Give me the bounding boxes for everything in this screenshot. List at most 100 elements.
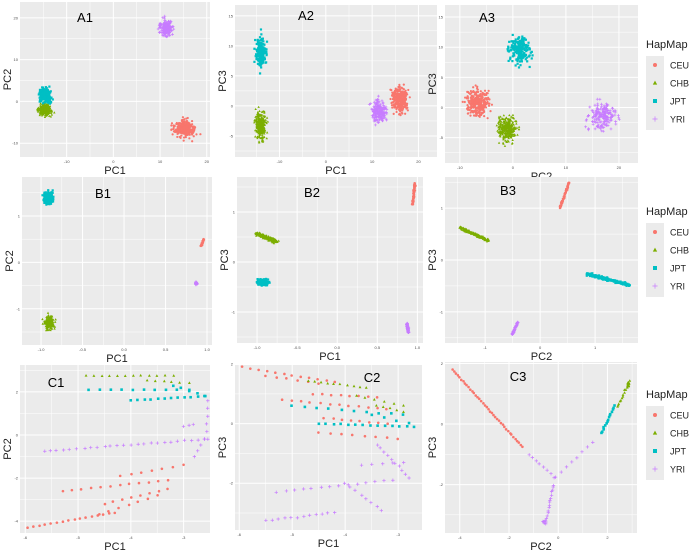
point-jpt [38, 100, 41, 103]
point-yri [586, 128, 590, 132]
point-jpt [259, 281, 262, 284]
point-ceu [563, 194, 566, 197]
y-tick-label: 0 [16, 99, 19, 104]
point-jpt [507, 59, 510, 63]
point-ceu [488, 102, 491, 105]
point-chb [259, 235, 263, 238]
point-chb [50, 327, 54, 330]
point-jpt [263, 281, 266, 285]
point-jpt [515, 51, 518, 55]
point-jpt [517, 43, 520, 46]
point-ceu [474, 91, 477, 94]
point-yri [181, 424, 186, 429]
point-ceu [402, 92, 405, 95]
point-chb [263, 128, 266, 131]
point-jpt [48, 196, 51, 199]
point-ceu [396, 98, 399, 101]
point-jpt [620, 282, 623, 285]
point-jpt [260, 51, 263, 54]
point-jpt [45, 199, 48, 202]
point-chb [36, 107, 39, 110]
point-jpt [590, 272, 593, 275]
point-jpt [255, 42, 258, 46]
series-yri [510, 320, 520, 337]
point-chb [504, 125, 507, 128]
point-chb [50, 321, 54, 324]
point-jpt [39, 95, 42, 98]
point-chb [512, 123, 515, 126]
point-jpt [257, 63, 261, 66]
point-ceu [70, 488, 74, 492]
point-chb [263, 110, 266, 113]
point-chb [265, 236, 268, 240]
series-chb [41, 311, 57, 332]
point-ceu [390, 104, 394, 107]
point-yri [514, 323, 518, 327]
point-ceu [480, 112, 483, 115]
point-jpt [258, 39, 261, 42]
point-chb [44, 328, 48, 332]
point-jpt [588, 274, 592, 277]
point-yri [602, 120, 606, 124]
point-yri [407, 330, 411, 334]
point-ceu [486, 100, 489, 104]
point-chb [54, 318, 57, 321]
point-yri [373, 123, 377, 127]
point-ceu [467, 91, 470, 94]
point-ceu [182, 126, 185, 129]
point-jpt [517, 37, 520, 40]
point-yri [136, 442, 140, 446]
point-yri [596, 104, 600, 108]
point-ceu [470, 94, 473, 97]
point-jpt [46, 192, 50, 196]
point-yri [591, 116, 594, 120]
point-yri [202, 437, 207, 441]
point-ceu [482, 105, 485, 108]
point-jpt [156, 397, 160, 401]
point-chb [258, 109, 261, 113]
point-yri [588, 105, 592, 109]
x-tick-label: -10 [277, 159, 284, 164]
point-yri [604, 116, 607, 120]
point-yri [189, 438, 194, 443]
point-jpt [256, 55, 260, 58]
point-yri [598, 115, 602, 119]
point-jpt [509, 56, 512, 59]
point-ceu [475, 98, 478, 102]
point-jpt [46, 91, 50, 94]
x-tick-label: -3 [182, 535, 186, 540]
point-jpt [43, 92, 46, 96]
point-jpt [255, 50, 259, 53]
point-ceu [189, 130, 192, 133]
point-chb [153, 379, 157, 383]
point-yri [377, 121, 381, 125]
point-ceu [562, 197, 565, 200]
point-ceu [200, 244, 203, 247]
point-jpt [523, 48, 526, 52]
point-jpt [516, 59, 519, 63]
y-tick-label: 10 [229, 43, 234, 48]
point-yri [166, 26, 170, 30]
point-chb [275, 240, 279, 243]
point-jpt [512, 52, 515, 55]
point-ceu [32, 525, 35, 528]
point-chb [163, 373, 167, 377]
point-jpt [45, 88, 49, 91]
point-chb [263, 111, 266, 114]
point-jpt [259, 53, 263, 56]
point-ceu [463, 100, 466, 104]
point-ceu [413, 193, 416, 196]
point-jpt [43, 200, 46, 204]
point-yri [602, 104, 606, 108]
point-jpt [519, 43, 523, 46]
point-ceu [156, 479, 160, 483]
point-jpt [615, 280, 618, 283]
y-tick-label: 15 [439, 15, 444, 20]
point-chb [42, 113, 45, 116]
point-jpt [40, 98, 44, 101]
point-yri [600, 105, 603, 109]
point-yri [385, 107, 389, 111]
x-tick-label: 0.5 [163, 347, 169, 352]
point-jpt [196, 395, 200, 398]
